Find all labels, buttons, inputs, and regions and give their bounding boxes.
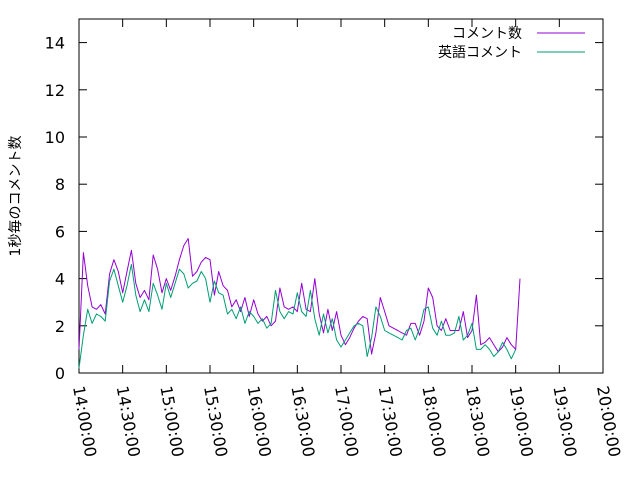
series-line-1 [78,238,521,355]
legend-label-1: コメント数 [452,26,522,42]
y-axis-title: 1秒毎のコメント数 [8,136,24,257]
y-tick-label: 6 [55,222,65,241]
y-tick-label: 10 [45,128,65,147]
series-line-2 [78,263,517,369]
legend-label-2: 英語コメント [438,44,522,61]
series-group [78,238,521,369]
y-axis: 0 2 4 6 8 10 12 14 [45,34,603,383]
y-tick-label: 4 [55,270,65,289]
y-axis-title-group: 1秒毎のコメント数 [8,136,24,257]
y-tick-label: 12 [45,81,65,100]
y-tick-label: 14 [45,34,65,53]
y-tick-label: 0 [55,364,65,383]
y-tick-label: 2 [55,317,65,336]
y-tick-label: 8 [55,175,65,194]
